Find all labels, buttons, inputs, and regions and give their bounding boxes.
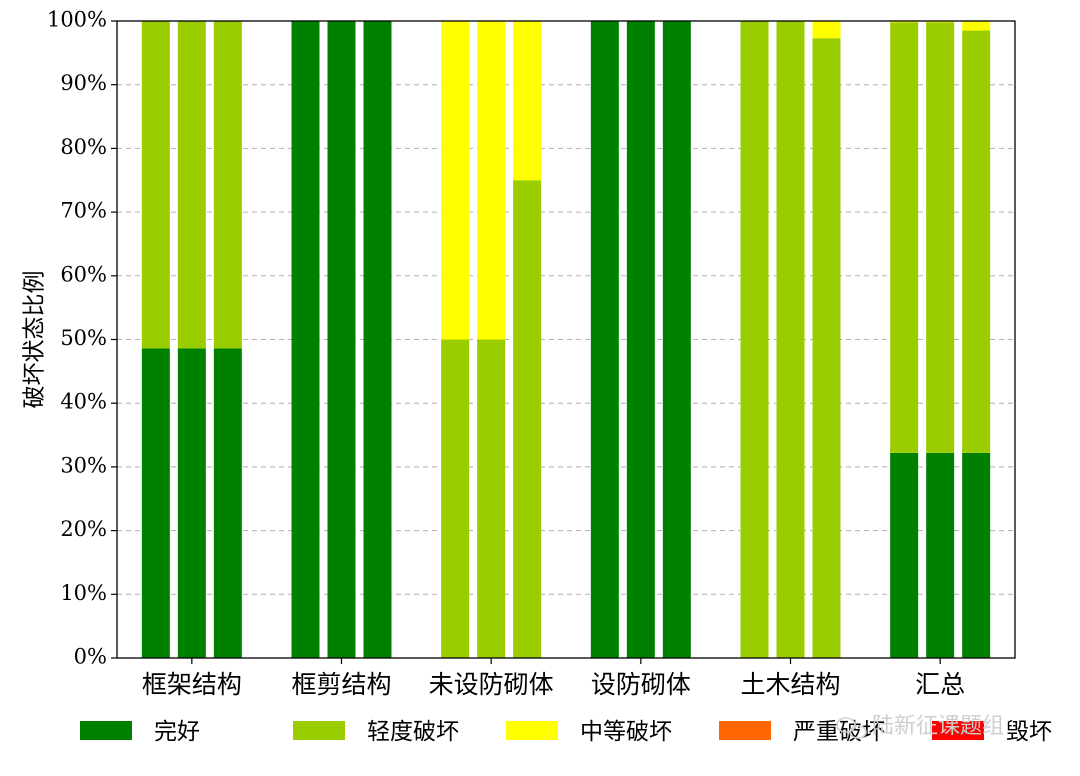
- bar-segment: [926, 452, 955, 658]
- bar-segment: [740, 21, 769, 658]
- y-tick-label: 60%: [60, 262, 107, 286]
- bar-segment: [626, 21, 655, 658]
- bar-segment: [213, 21, 242, 349]
- bar-segment: [177, 21, 206, 349]
- y-tick-label: 30%: [60, 453, 107, 477]
- wechat-icon: [836, 717, 867, 739]
- legend-label: 轻度破坏: [367, 719, 459, 745]
- legend-label: 严重破坏: [793, 719, 885, 745]
- bar-segment: [177, 348, 206, 658]
- bar-segment: [213, 348, 242, 658]
- x-tick-label: 框架结构: [142, 670, 242, 699]
- y-axis-title: 破坏状态比例: [22, 271, 48, 409]
- bar-segment: [962, 21, 991, 31]
- legend-swatch: [80, 721, 132, 740]
- y-tick-label: 70%: [60, 199, 107, 223]
- bar-segment: [812, 38, 841, 659]
- bar-segment: [477, 339, 506, 658]
- bar-segment: [962, 30, 991, 453]
- y-tick-label: 40%: [60, 390, 107, 414]
- legend-swatch: [719, 721, 771, 740]
- y-tick-label: 80%: [60, 135, 107, 159]
- bar-segment: [441, 339, 470, 658]
- y-tick-label: 0%: [74, 645, 107, 669]
- bar-segment: [812, 21, 841, 39]
- legend-label: 完好: [154, 719, 200, 745]
- x-tick-label: 土木结构: [740, 670, 840, 699]
- x-tick-label: 框剪结构: [291, 670, 391, 699]
- y-tick-label: 50%: [60, 326, 107, 350]
- bar-segment: [513, 180, 542, 658]
- y-tick-label: 90%: [60, 71, 107, 95]
- x-tick-label: 未设防砌体: [429, 670, 554, 699]
- y-axis: 0% 10% 20% 30% 40% 50% 60% 70% 80% 90% 100%: [47, 8, 117, 669]
- legend-swatch: [506, 721, 558, 740]
- bar-segment: [327, 21, 356, 658]
- y-tick-label: 20%: [60, 517, 107, 541]
- legend-label: 中等破坏: [580, 719, 672, 745]
- bars: [141, 21, 991, 659]
- plot-frame: [116, 20, 1016, 659]
- legend-swatch: [932, 721, 984, 740]
- bar-segment: [890, 22, 919, 453]
- bar-segment: [590, 21, 619, 658]
- bar-segment: [776, 21, 805, 658]
- bar-segment: [441, 21, 470, 340]
- bar-segment: [962, 452, 991, 658]
- legend-swatch: [293, 721, 345, 740]
- bar-segment: [363, 21, 392, 658]
- y-tick-label: 100%: [47, 8, 107, 32]
- bar-segment: [477, 21, 506, 340]
- bar-segment: [662, 21, 691, 658]
- legend: 完好 轻度破坏 中等破坏 严重破坏 毁坏: [80, 719, 1052, 745]
- x-tick-label: 设防砌体: [591, 670, 691, 699]
- x-tick-label: 汇总: [915, 670, 965, 699]
- bar-segment: [141, 21, 170, 349]
- y-tick-label: 10%: [60, 581, 107, 605]
- bar-segment: [141, 348, 170, 658]
- grid-lines: [117, 84, 1015, 595]
- bar-segment: [513, 21, 542, 181]
- bar-segment: [890, 452, 919, 658]
- bar-segment: [926, 22, 955, 453]
- x-axis: 框架结构 框剪结构 未设防砌体 设防砌体 土木结构 汇总: [142, 658, 965, 699]
- watermark: 陆新征课题组: [836, 714, 1004, 739]
- legend-label: 毁坏: [1006, 719, 1052, 745]
- bar-segment: [291, 21, 320, 658]
- watermark-text: 陆新征课题组: [872, 714, 1004, 739]
